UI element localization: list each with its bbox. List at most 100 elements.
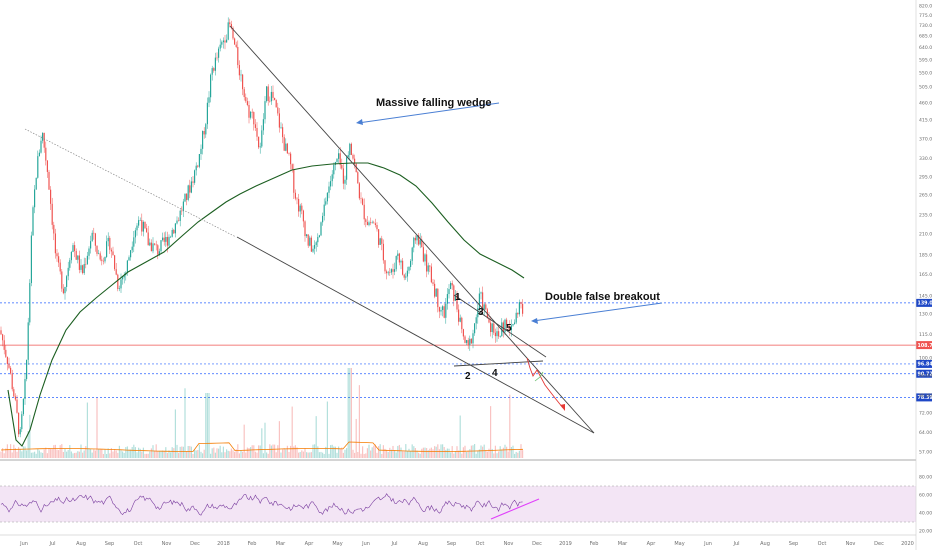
candle-body — [464, 336, 466, 343]
price-axis[interactable]: 820.00 775.00 730.00 685.00 640.00 595.00 550.… — [915, 0, 932, 550]
volume-bar — [371, 447, 373, 458]
volume-bar — [261, 428, 263, 458]
time-tick-label: Sep — [789, 541, 798, 547]
volume-bar — [350, 368, 352, 458]
candle-body — [275, 100, 277, 108]
volume-bar — [421, 448, 423, 458]
price-tick-label: 730.00 — [919, 23, 932, 29]
volume-bar — [16, 451, 18, 458]
candle-body — [267, 86, 269, 101]
volume-bar — [334, 446, 336, 458]
volume-bar — [110, 448, 112, 458]
volume-bar — [59, 445, 61, 458]
volume-bar — [317, 446, 319, 458]
volume-bar — [186, 451, 188, 458]
volume-bar — [10, 444, 12, 458]
candle-body — [376, 224, 378, 230]
volume-bar — [72, 453, 74, 458]
candle-body — [112, 251, 114, 256]
candle-body — [437, 288, 439, 308]
volume-bar — [510, 447, 512, 458]
time-tick-label: Sep — [447, 541, 456, 547]
resistance-level-badge-label: 139.07 — [918, 301, 932, 307]
time-axis[interactable]: Jun Jul Aug Sep Oct Nov Dec 2018 Feb Mar Apr May Jun… — [19, 541, 914, 547]
wedge-upper-trendline[interactable] — [229, 25, 595, 434]
candle-body — [325, 201, 327, 205]
time-tick-label: Aug — [418, 541, 428, 547]
volume-bar — [125, 447, 127, 458]
candle-body — [400, 260, 402, 263]
candle-body — [362, 198, 364, 205]
candle-body — [477, 308, 479, 318]
candle-body — [117, 274, 119, 290]
rsi-pane[interactable] — [0, 485, 916, 523]
volume-bars — [0, 368, 524, 458]
volume-bar — [19, 449, 21, 458]
volume-bar — [61, 444, 63, 458]
volume-bar — [302, 451, 304, 458]
volume-bar — [360, 453, 362, 458]
candle-body — [123, 275, 125, 278]
volume-bar — [192, 453, 194, 458]
volume-bar — [234, 451, 236, 458]
volume-bar — [13, 444, 15, 458]
candle-body — [490, 322, 492, 333]
candle-body — [181, 210, 183, 212]
candle-body — [147, 232, 149, 246]
candle-body — [214, 57, 216, 71]
wave-label-5: 5 — [506, 323, 512, 334]
candle-body — [307, 234, 309, 246]
volume-bar — [293, 446, 295, 458]
volume-bar — [213, 447, 215, 458]
volume-bar — [107, 448, 109, 458]
volume-bar — [467, 450, 469, 458]
candle-body — [322, 215, 324, 223]
candle-body — [318, 235, 320, 238]
volume-bar — [475, 453, 477, 458]
candle-body — [312, 248, 314, 252]
time-tick-label: Mar — [276, 541, 286, 547]
volume-ma-line — [0, 441, 524, 452]
candle-body — [443, 306, 445, 318]
volume-bar — [230, 448, 232, 458]
small-wedge-upper[interactable] — [453, 294, 547, 358]
candle-body — [522, 303, 524, 314]
candle-body — [94, 233, 96, 246]
time-tick-label: Apr — [647, 541, 657, 547]
ma-200-line[interactable] — [7, 162, 525, 447]
candle-body — [397, 253, 399, 256]
candle-body — [266, 86, 268, 102]
candle-body — [365, 219, 367, 222]
volume-bar — [248, 447, 250, 458]
candle-body — [144, 221, 146, 229]
price-tick-label: 185.00 — [919, 253, 932, 259]
volume-bar — [165, 447, 167, 458]
candle-body — [451, 282, 453, 286]
support-level-1-badge — [916, 359, 932, 368]
volume-bar — [206, 393, 208, 458]
candle-body — [86, 255, 88, 265]
volume-bar — [43, 449, 45, 458]
candle-body — [360, 198, 362, 199]
candle-body — [69, 260, 71, 268]
candle-body — [450, 282, 452, 290]
candle-body — [336, 158, 338, 162]
candle-body — [173, 229, 175, 234]
candle-body — [438, 307, 440, 312]
wedge-lower-trendline[interactable] — [236, 236, 595, 434]
volume-bar — [56, 449, 58, 458]
candle-body — [248, 105, 250, 118]
volume-bar — [162, 450, 164, 458]
candle-body — [45, 147, 47, 161]
volume-bar — [45, 447, 47, 458]
volume-bar — [427, 450, 429, 458]
candle-body — [469, 338, 471, 345]
candle-body — [91, 232, 93, 242]
candle-body — [22, 398, 24, 415]
candle-body — [6, 356, 8, 364]
volume-bar — [459, 415, 461, 458]
candle-body — [194, 170, 196, 183]
dotted-resistance-line[interactable] — [24, 128, 237, 238]
candle-body — [250, 111, 252, 118]
